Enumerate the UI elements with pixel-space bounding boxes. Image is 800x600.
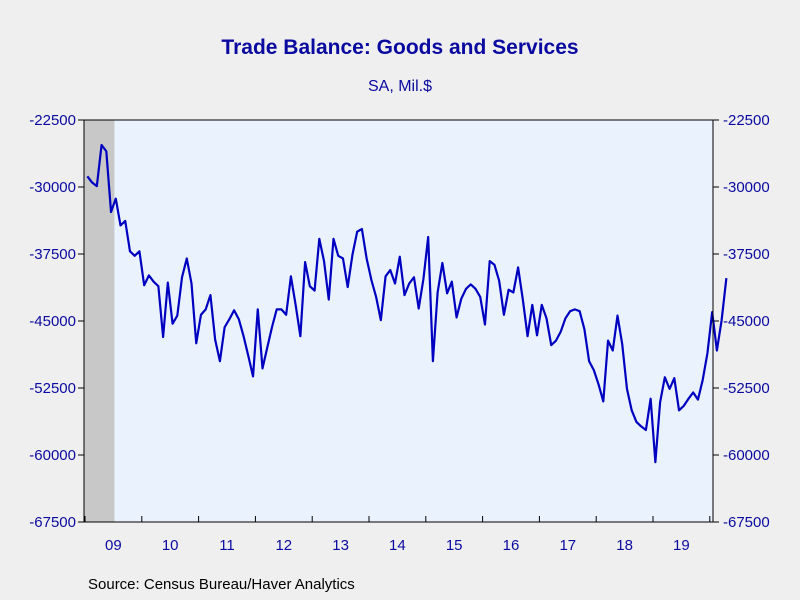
chart-subtitle: SA, Mil.$ [367,78,432,95]
recession-shading [84,120,115,522]
plot-frame [83,119,714,523]
y-tick-label-left: -67500 [29,514,76,531]
y-tick-label-left: -60000 [29,447,76,464]
plot-area [84,120,713,522]
y-tick-label-right: -52500 [723,380,770,397]
y-tick-label-right: -37500 [723,246,770,263]
x-tick-label: 10 [162,537,179,554]
y-tick-label-left: -22500 [29,112,76,129]
x-tick-label: 09 [105,537,122,554]
chart-title: Trade Balance: Goods and Services [221,36,579,59]
right-axis-labels: -22500 -30000 -37500 -45000 -52500 -60000 -675… [723,112,770,531]
x-axis-ticks [84,516,711,522]
x-tick-label: 16 [503,537,520,554]
left-axis-ticks [78,119,84,523]
x-tick-label: 17 [559,537,576,554]
series-line-trade-balance [86,143,728,464]
y-tick-label-left: -52500 [29,380,76,397]
y-tick-label-left: -37500 [29,246,76,263]
y-tick-label-right: -67500 [723,514,770,531]
y-tick-label-left: -45000 [29,313,76,330]
x-tick-label: 12 [275,537,292,554]
x-tick-label: 11 [219,537,235,554]
left-axis-labels: -22500 -30000 -37500 -45000 -52500 -60000 -675… [29,112,76,531]
y-tick-label-right: -60000 [723,447,770,464]
x-axis-labels: 09 10 11 12 13 14 15 16 17 18 19 [105,537,690,554]
source-note: Source: Census Bureau/Haver Analytics [88,576,355,593]
x-tick-label: 13 [332,537,349,554]
x-tick-label: 14 [389,537,406,554]
x-tick-label: 18 [616,537,633,554]
y-tick-label-right: -22500 [723,112,770,129]
y-tick-label-left: -30000 [29,179,76,196]
y-tick-label-right: -30000 [723,179,770,196]
x-tick-label: 15 [446,537,463,554]
y-tick-label-right: -45000 [723,313,770,330]
x-tick-label: 19 [673,537,690,554]
